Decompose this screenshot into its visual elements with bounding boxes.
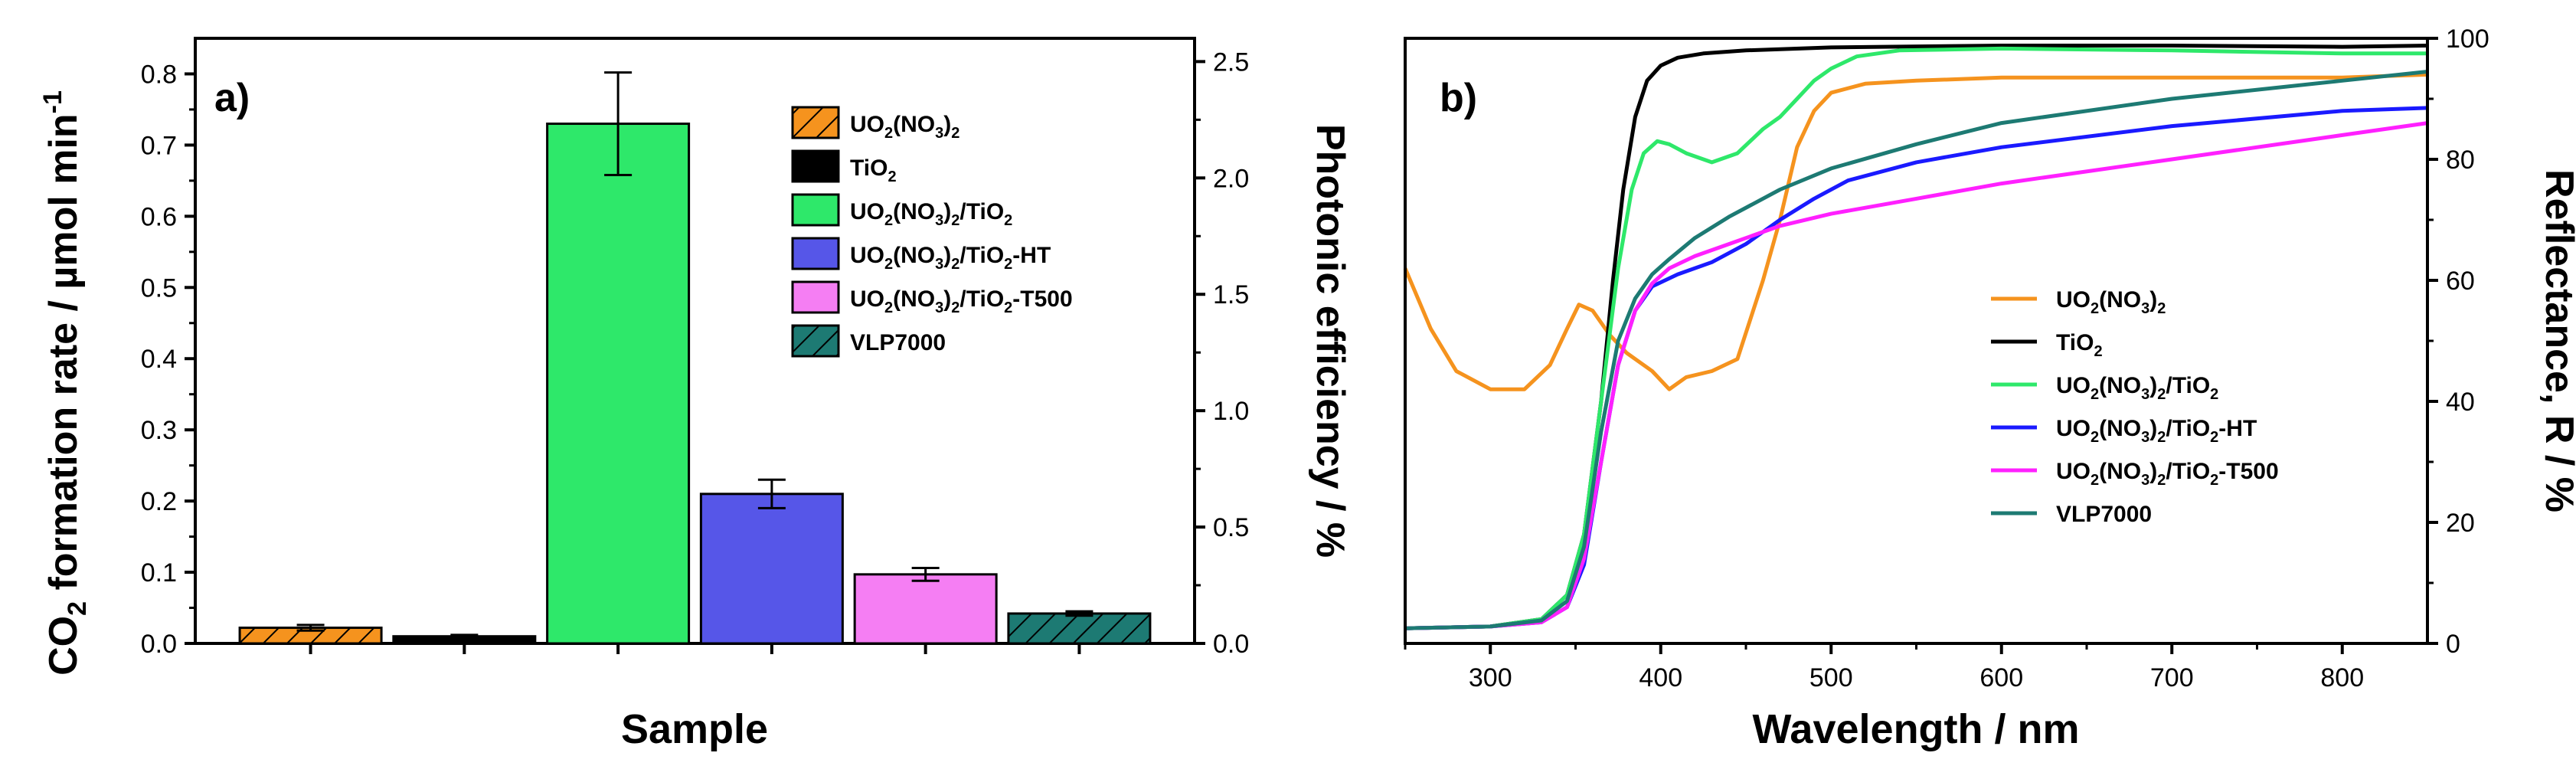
y2-tick-label-a-3: 1.5 bbox=[1213, 280, 1249, 309]
x-tick-label-b-1: 400 bbox=[1639, 663, 1682, 692]
y2-tick-label-a-0: 0.0 bbox=[1213, 630, 1249, 659]
y-tick-label-a-4: 0.4 bbox=[141, 345, 177, 374]
svg-text:UO2(NO3)2: UO2(NO3)2 bbox=[850, 112, 959, 142]
bar-2 bbox=[546, 123, 691, 645]
x-tick-label-b-5: 800 bbox=[2320, 663, 2364, 692]
x-axis-label-b: Wavelength / nm bbox=[1752, 706, 2079, 752]
x-axis-label-a: Sample bbox=[621, 706, 768, 752]
y-axis-label-b: Reflectance, R / % bbox=[2537, 169, 2576, 512]
series-line-3 bbox=[1404, 106, 2428, 630]
y-tick-label-b-4: 80 bbox=[2446, 146, 2475, 175]
bar-5 bbox=[1007, 612, 1152, 645]
bar-3 bbox=[699, 493, 844, 645]
line-chart-panel: 300 400 500 600 700 800 0 20 40 60 80 100 b) Wavel… bbox=[1403, 25, 2576, 752]
y-tick-label-b-5: 100 bbox=[2446, 25, 2489, 54]
series-line-1 bbox=[1404, 44, 2428, 630]
y2-tick-label-a-1: 0.5 bbox=[1213, 513, 1249, 542]
legend-item-b-uo2no32-tio2-t500: UO2(NO3)2/TiO2-T500 bbox=[1991, 459, 2279, 489]
y-tick-label-a-3: 0.3 bbox=[141, 416, 177, 445]
y2-tick-label-a-5: 2.5 bbox=[1213, 47, 1249, 77]
svg-text:TiO2: TiO2 bbox=[850, 155, 897, 185]
error-bar-2 bbox=[604, 71, 633, 176]
error-bar-5 bbox=[1065, 610, 1093, 617]
series-line-0 bbox=[1403, 72, 2428, 391]
svg-text:UO2(NO3)2/TiO2: UO2(NO3)2/TiO2 bbox=[850, 199, 1012, 229]
legend-a: UO2(NO3)2 TiO2 UO2(NO3)2/TiO2 UO2(NO3)2/… bbox=[791, 106, 1073, 358]
y2-axis-label-a: Photonic efficiency / % bbox=[1308, 124, 1352, 558]
series-line-4 bbox=[1404, 121, 2428, 630]
svg-text:VLP7000: VLP7000 bbox=[2056, 502, 2152, 527]
x-tick-label-b-3: 600 bbox=[1979, 663, 2023, 692]
bar-4 bbox=[853, 573, 998, 645]
legend-item-uo2no32: UO2(NO3)2 bbox=[791, 106, 959, 142]
y-tick-label-b-1: 20 bbox=[2446, 509, 2475, 538]
plot-frame-b bbox=[1404, 37, 2429, 645]
error-bar-0 bbox=[296, 624, 325, 632]
y-tick-label-a-7: 0.7 bbox=[141, 131, 177, 160]
svg-text:UO2(NO3)2/TiO2-HT: UO2(NO3)2/TiO2-HT bbox=[2056, 416, 2257, 446]
x-tick-label-b-2: 500 bbox=[1809, 663, 1853, 692]
svg-text:TiO2: TiO2 bbox=[2056, 330, 2103, 360]
y-tick-label-b-2: 40 bbox=[2446, 388, 2475, 417]
y-tick-label-a-0: 0.0 bbox=[141, 630, 177, 659]
legend-item-b-uo2no32-tio2-ht: UO2(NO3)2/TiO2-HT bbox=[1991, 416, 2257, 446]
y-tick-label-a-5: 0.5 bbox=[141, 273, 177, 303]
legend-item-b-uo2no32-tio2: UO2(NO3)2/TiO2 bbox=[1991, 373, 2218, 403]
svg-text:Photonic efficiency / %: Photonic efficiency / % bbox=[1308, 124, 1352, 558]
y-axis-label-a: CO2 formation rate / µmol min-1 bbox=[38, 90, 92, 676]
x-tick-label-b-4: 700 bbox=[2150, 663, 2194, 692]
panel-label-b: b) bbox=[1440, 76, 1477, 120]
legend-item-uo2no32-tio2-t500: UO2(NO3)2/TiO2-T500 bbox=[791, 280, 1073, 316]
legend-item-uo2no32-tio2-ht: UO2(NO3)2/TiO2-HT bbox=[791, 237, 1051, 273]
y-tick-label-a-1: 0.1 bbox=[141, 558, 177, 588]
series-line-2 bbox=[1404, 46, 2427, 630]
svg-text:UO2(NO3)2: UO2(NO3)2 bbox=[2056, 287, 2166, 317]
svg-text:CO2 formation rate / µmol min-: CO2 formation rate / µmol min-1 bbox=[38, 90, 92, 676]
y2-tick-label-a-2: 1.0 bbox=[1213, 397, 1249, 426]
legend-item-uo2no32-tio2: UO2(NO3)2/TiO2 bbox=[791, 193, 1012, 229]
panel-label-a: a) bbox=[214, 76, 250, 120]
y-tick-label-a-8: 0.8 bbox=[141, 60, 177, 89]
y-tick-label-a-2: 0.2 bbox=[141, 487, 177, 516]
legend-item-b-uo2no32: UO2(NO3)2 bbox=[1991, 287, 2166, 317]
svg-text:UO2(NO3)2/TiO2-T500: UO2(NO3)2/TiO2-T500 bbox=[850, 286, 1073, 316]
y2-tick-label-a-4: 2.0 bbox=[1213, 164, 1249, 193]
plot-frame-a bbox=[194, 37, 1196, 645]
legend-item-b-vlp7000: VLP7000 bbox=[1991, 502, 2152, 527]
y-tick-label-b-3: 60 bbox=[2446, 267, 2475, 296]
x-tick-label-b-0: 300 bbox=[1469, 663, 1512, 692]
svg-text:VLP7000: VLP7000 bbox=[850, 330, 946, 355]
error-bar-4 bbox=[911, 566, 940, 582]
series-line-5 bbox=[1404, 70, 2428, 630]
bar-chart-panel: 0.0 0.1 0.2 0.3 0.4 0.5 0.6 0.7 0.8 0.0 0.5 1.0 1.5… bbox=[38, 37, 1352, 752]
svg-text:UO2(NO3)2/TiO2-HT: UO2(NO3)2/TiO2-HT bbox=[850, 243, 1051, 273]
svg-text:Reflectance, R / %: Reflectance, R / % bbox=[2537, 169, 2576, 512]
legend-item-vlp7000: VLP7000 bbox=[791, 324, 946, 358]
error-bar-1 bbox=[450, 633, 479, 640]
legend-item-b-tio2: TiO2 bbox=[1991, 330, 2103, 360]
legend-item-tio2: TiO2 bbox=[791, 149, 897, 185]
legend-b: UO2(NO3)2 TiO2 UO2(NO3)2/TiO2 UO2(NO3)2/… bbox=[1991, 287, 2279, 527]
svg-text:UO2(NO3)2/TiO2-T500: UO2(NO3)2/TiO2-T500 bbox=[2056, 459, 2279, 489]
svg-text:UO2(NO3)2/TiO2: UO2(NO3)2/TiO2 bbox=[2056, 373, 2218, 403]
y-tick-label-b-0: 0 bbox=[2446, 630, 2460, 659]
error-bar-3 bbox=[757, 478, 786, 509]
y-tick-label-a-6: 0.6 bbox=[141, 202, 177, 231]
